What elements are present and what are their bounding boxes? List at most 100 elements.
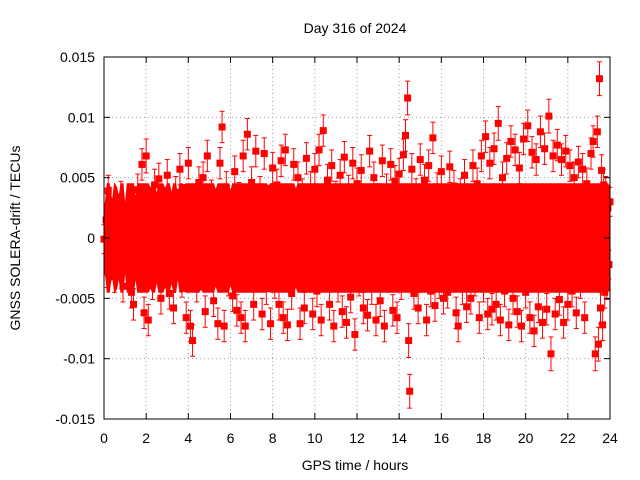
point-marker [600, 181, 608, 189]
data-point [505, 308, 513, 342]
point-marker [193, 282, 201, 290]
data-point [477, 139, 485, 173]
data-point [210, 284, 218, 317]
data-point [330, 309, 338, 343]
point-marker [273, 181, 281, 189]
y-tick-label: -0.01 [63, 351, 95, 367]
point-marker [433, 185, 441, 193]
data-point [132, 208, 140, 239]
point-marker [505, 321, 513, 329]
data-point [153, 241, 161, 272]
data-point [480, 270, 487, 303]
data-point [222, 171, 230, 204]
data-point [408, 153, 416, 186]
point-marker [389, 306, 397, 314]
point-marker [471, 276, 479, 284]
point-marker [359, 304, 367, 312]
point-marker [414, 304, 422, 312]
data-point [439, 282, 447, 315]
data-point [351, 318, 359, 351]
data-point [260, 137, 268, 170]
data-point [208, 179, 216, 212]
point-marker [501, 287, 509, 295]
point-marker [599, 321, 607, 329]
data-point [541, 132, 549, 165]
point-marker [442, 198, 450, 206]
x-tick-label: 2 [142, 430, 150, 446]
data-point [189, 324, 197, 357]
point-marker [235, 193, 243, 201]
point-marker [541, 145, 549, 153]
data-point [345, 174, 353, 208]
point-marker [326, 300, 334, 308]
point-marker [342, 318, 350, 326]
data-point [461, 159, 469, 192]
data-point [140, 296, 148, 329]
point-marker [594, 340, 602, 348]
data-point [172, 175, 180, 209]
data-point [463, 290, 471, 323]
point-marker [298, 191, 306, 199]
data-point [364, 299, 372, 332]
point-marker [602, 188, 610, 196]
data-point [473, 167, 481, 200]
data-point [157, 282, 165, 315]
data-point [105, 186, 113, 217]
point-marker [250, 300, 258, 308]
point-marker [189, 337, 197, 345]
data-point [385, 256, 393, 287]
point-marker [262, 285, 270, 293]
data-point [568, 274, 576, 308]
y-tick-label: 0.01 [68, 109, 95, 125]
data-point [524, 109, 532, 142]
point-marker [104, 187, 112, 195]
point-marker [353, 180, 361, 188]
point-marker [264, 206, 272, 214]
data-point [359, 291, 367, 325]
point-marker [136, 270, 144, 278]
data-point [444, 276, 452, 309]
data-point [336, 159, 344, 192]
point-marker [267, 320, 275, 328]
point-marker [332, 192, 340, 200]
data-point [465, 189, 473, 220]
point-marker [269, 164, 277, 172]
data-point [589, 125, 597, 158]
data-point [237, 301, 245, 334]
point-marker [532, 156, 540, 164]
point-marker [315, 146, 323, 154]
point-marker [408, 165, 416, 173]
point-marker [345, 187, 353, 195]
point-marker [486, 159, 494, 167]
point-marker [144, 316, 152, 324]
point-marker [248, 178, 256, 186]
point-marker [174, 248, 182, 256]
point-marker [555, 296, 563, 304]
data-point [256, 175, 264, 209]
data-point [184, 147, 192, 180]
data-point [389, 294, 397, 327]
point-marker [511, 146, 519, 154]
point-marker [366, 147, 374, 155]
point-marker [210, 297, 218, 305]
point-marker [165, 290, 173, 298]
data-point [277, 144, 285, 177]
data-point [366, 134, 374, 168]
point-marker [496, 316, 504, 324]
point-marker [214, 320, 222, 328]
data-point [239, 139, 247, 173]
point-marker [317, 316, 325, 324]
data-point [252, 134, 260, 168]
data-point [397, 267, 405, 301]
data-point [300, 291, 308, 325]
data-point [543, 293, 551, 326]
point-marker [574, 158, 582, 166]
x-tick-label: 22 [560, 430, 576, 446]
point-marker [184, 159, 192, 167]
y-tick-label: -0.005 [55, 290, 95, 306]
point-marker [364, 311, 372, 319]
point-marker [520, 135, 528, 143]
point-marker [452, 309, 460, 317]
point-marker [480, 282, 487, 290]
point-marker [309, 310, 317, 318]
